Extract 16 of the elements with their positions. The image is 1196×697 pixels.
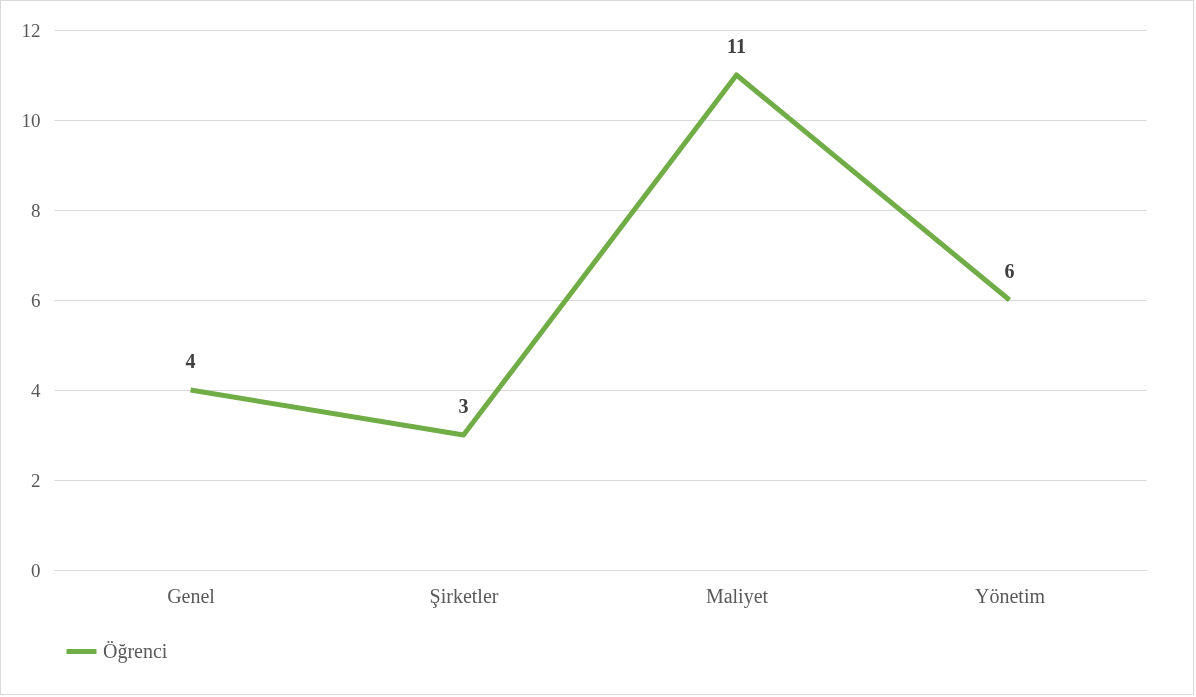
- y-tick-label: 4: [31, 379, 41, 401]
- y-tick-label: 8: [31, 199, 41, 221]
- x-tick-label: Yönetim: [975, 584, 1046, 607]
- y-tick-label: 0: [31, 559, 41, 581]
- data-label: 4: [185, 350, 196, 372]
- y-tick-label: 6: [31, 289, 41, 311]
- y-tick-label: 2: [31, 469, 41, 491]
- x-tick-label: Şirketler: [429, 584, 499, 608]
- y-tick-label: 10: [21, 109, 41, 131]
- x-tick-label: Genel: [167, 584, 216, 607]
- x-tick-label: Maliyet: [705, 584, 769, 608]
- legend-label: Öğrenci: [103, 639, 168, 663]
- data-label: 6: [1004, 260, 1015, 282]
- y-tick-label: 12: [21, 19, 41, 41]
- data-label: 3: [458, 395, 469, 417]
- data-label: 11: [727, 35, 746, 57]
